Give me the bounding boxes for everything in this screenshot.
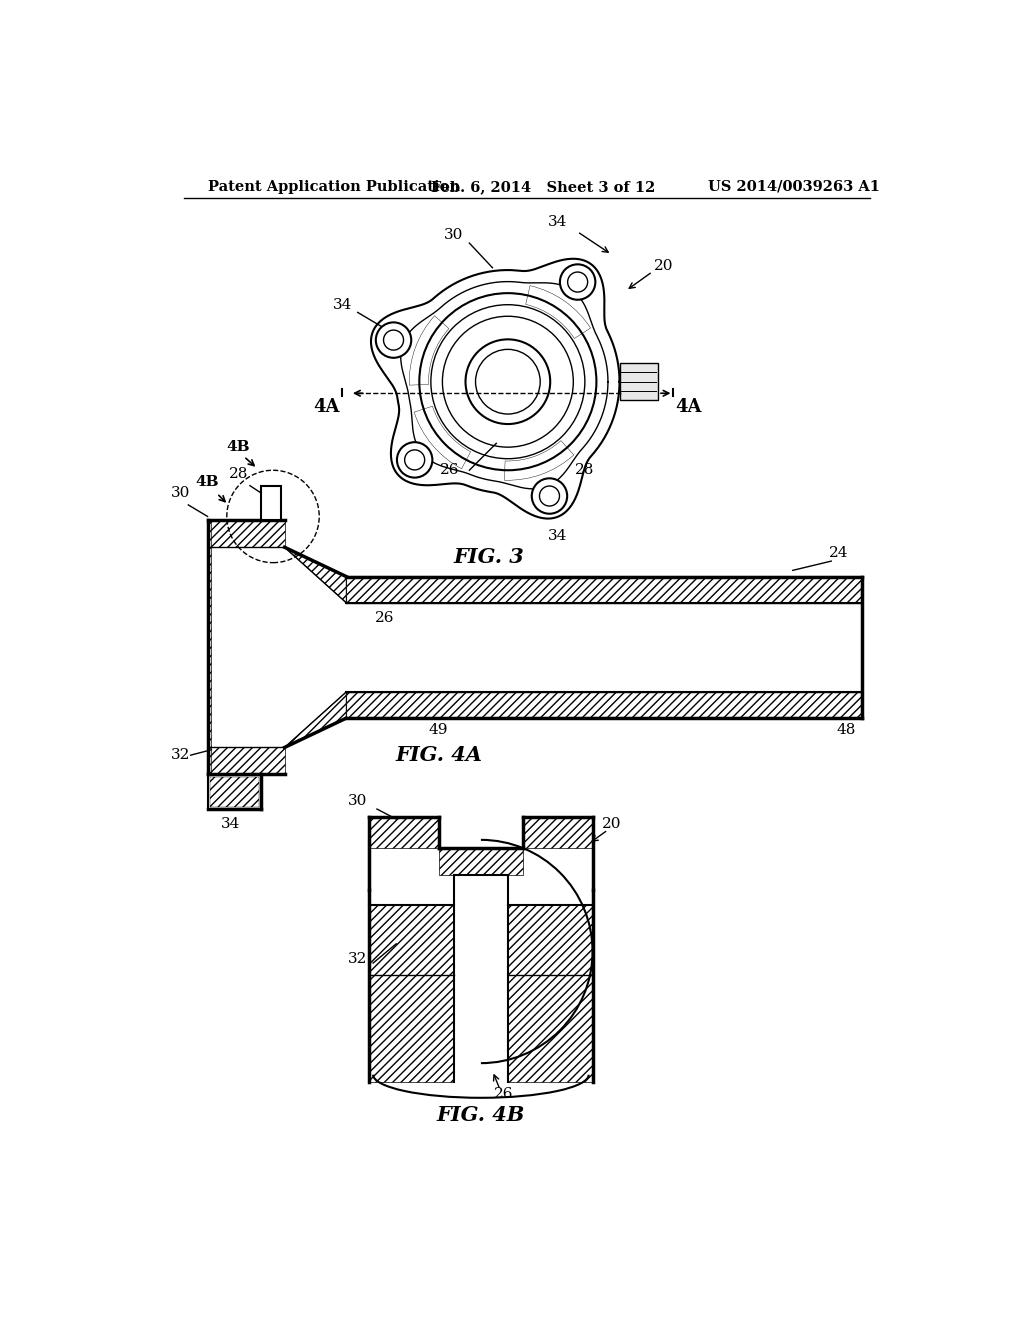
Bar xyxy=(346,692,862,718)
Text: 20: 20 xyxy=(654,259,674,273)
Text: 34: 34 xyxy=(548,528,567,543)
Text: 26: 26 xyxy=(440,463,460,477)
Circle shape xyxy=(531,478,567,513)
Circle shape xyxy=(376,322,412,358)
Bar xyxy=(370,817,438,847)
Circle shape xyxy=(397,442,432,478)
Text: 26: 26 xyxy=(495,1086,514,1101)
Bar xyxy=(523,817,593,847)
Bar xyxy=(370,906,454,1082)
Bar xyxy=(508,906,593,1082)
Text: Patent Application Publication: Patent Application Publication xyxy=(208,180,460,194)
Text: 28: 28 xyxy=(575,463,595,477)
Text: 30: 30 xyxy=(171,486,190,500)
Bar xyxy=(210,776,259,807)
Bar xyxy=(438,847,523,875)
Text: 30: 30 xyxy=(444,228,464,243)
Bar xyxy=(208,747,285,775)
Text: 24: 24 xyxy=(829,546,849,560)
Text: 28: 28 xyxy=(228,467,248,480)
Text: 34: 34 xyxy=(221,817,241,832)
Text: 34: 34 xyxy=(548,215,567,230)
Text: 32: 32 xyxy=(348,952,368,966)
Text: 49: 49 xyxy=(429,722,449,737)
Text: 30: 30 xyxy=(348,795,368,808)
Text: FIG. 4B: FIG. 4B xyxy=(436,1105,525,1125)
Bar xyxy=(261,486,281,520)
Bar xyxy=(620,363,658,400)
Text: FIG. 4A: FIG. 4A xyxy=(395,744,482,764)
Bar xyxy=(208,520,285,548)
Polygon shape xyxy=(285,692,346,747)
Polygon shape xyxy=(285,548,346,603)
Circle shape xyxy=(560,264,595,300)
Text: 4A: 4A xyxy=(313,399,340,417)
Text: 48: 48 xyxy=(837,722,856,737)
Bar xyxy=(263,487,280,519)
Text: 4B: 4B xyxy=(226,440,250,454)
Text: 34: 34 xyxy=(333,297,352,312)
Text: 32: 32 xyxy=(171,748,190,762)
Text: 26: 26 xyxy=(375,611,394,624)
Bar xyxy=(346,577,862,603)
Text: FIG. 3: FIG. 3 xyxy=(454,546,524,566)
Text: Feb. 6, 2014   Sheet 3 of 12: Feb. 6, 2014 Sheet 3 of 12 xyxy=(431,180,655,194)
Text: 20: 20 xyxy=(602,817,622,832)
Text: 4B: 4B xyxy=(196,475,219,488)
Text: US 2014/0039263 A1: US 2014/0039263 A1 xyxy=(708,180,880,194)
Bar xyxy=(208,520,211,775)
Text: 4A: 4A xyxy=(676,399,702,417)
